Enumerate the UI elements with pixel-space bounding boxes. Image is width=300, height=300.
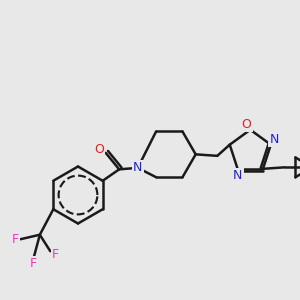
Text: F: F: [11, 233, 19, 246]
Text: F: F: [52, 248, 59, 261]
Text: O: O: [94, 143, 104, 156]
Text: O: O: [242, 118, 252, 131]
Text: N: N: [133, 161, 142, 174]
Text: F: F: [30, 257, 37, 270]
Text: N: N: [233, 169, 242, 182]
Text: N: N: [270, 133, 279, 146]
